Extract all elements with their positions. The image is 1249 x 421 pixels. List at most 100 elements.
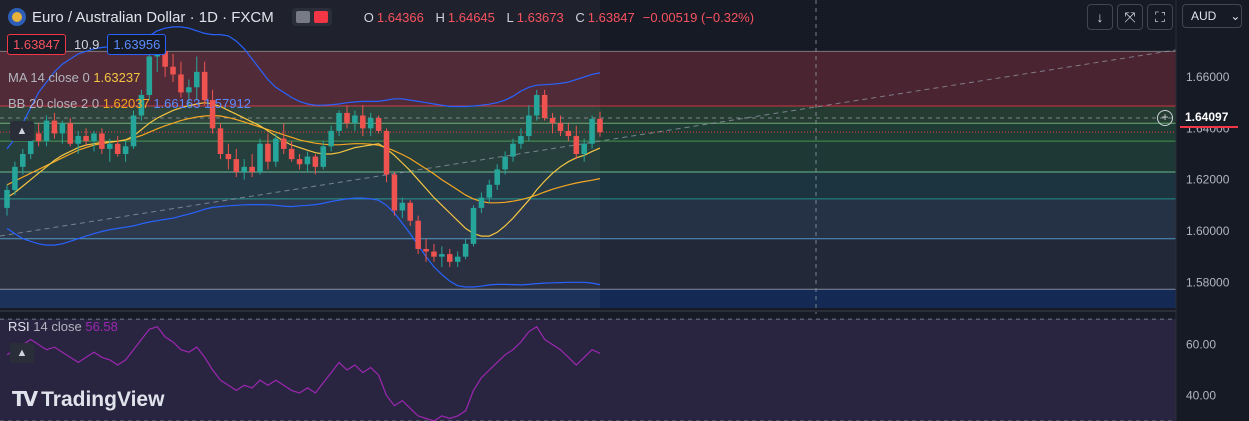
candle-body [431,251,437,257]
fib-zone [0,141,1176,172]
candle-body [415,220,421,249]
candle-body [304,156,311,165]
candle-body [597,118,603,133]
candle-body [541,94,548,119]
candle-body [288,148,295,160]
candle-body [273,138,279,162]
rsi-tick-label: 40.00 [1186,389,1216,403]
rsi-value: 56.58 [85,319,118,334]
ma-params: 14 close 0 [30,70,90,85]
candle-body [138,94,145,116]
price-tick-label: 1.58000 [1186,275,1230,289]
price-tick-label: 1.62000 [1186,173,1230,187]
symbol-title[interactable]: Euro / Australian Dollar · 1D · FXCM [32,8,274,26]
candle-body [51,120,58,134]
rsi-tick-label: 60.00 [1186,338,1216,352]
symbol-logo-icon [8,8,26,26]
screenshot-button[interactable]: ⛶ [1147,4,1173,30]
fullscreen-button[interactable]: ⤧ [1117,4,1143,30]
candle-body [201,71,208,101]
low-label: L [506,9,514,25]
tradingview-wordmark: TradingView [41,387,165,411]
candle-body [162,51,168,67]
rsi-legend[interactable]: RSI 14 close 56.58 [8,319,118,334]
candle-body [12,166,18,190]
candle-body [146,56,153,95]
candle-body [399,202,406,211]
bb-upper-value: 1.66163 [153,96,201,111]
candle-body [241,166,247,172]
ma-legend[interactable]: MA 14 close 0 1.63237 [8,70,140,85]
candle-body [280,138,287,149]
low-value: 1.63673 [516,9,564,25]
candle-body [375,118,382,131]
candle-body [320,146,327,167]
price-axis[interactable]: 1.660001.640001.620001.600001.5800060.00… [1175,0,1249,421]
price-axis-background [1176,0,1249,421]
tradingview-mark-icon: 𝗧𝗩 [12,389,38,411]
candle-body [83,136,89,142]
rsi-band [0,319,1176,421]
wave-icon [313,11,328,23]
rsi-pane [0,310,1249,421]
candle-body [20,154,26,167]
candle-body [122,146,129,154]
candle-body [549,118,556,124]
candle-body [526,115,532,137]
ma-value: 1.63237 [93,70,141,85]
price-tick-label: 1.60000 [1186,224,1230,238]
candle-body [518,136,524,144]
bb-legend[interactable]: BB 20 close 2 0 1.62037 1.66163 1.57912 [8,96,251,111]
scroll-down-button[interactable]: ↓ [1087,4,1113,30]
candle-body [391,174,398,211]
high-value: 1.64645 [447,9,495,25]
buy-button[interactable]: 1.63956 [107,34,167,55]
candle-body [352,115,358,124]
rsi-name: RSI [8,319,30,334]
candle-body [91,133,97,142]
candle-body [462,243,469,257]
close-value: 1.63847 [587,9,635,25]
currency-select[interactable]: AUD ⌄ [1182,4,1242,28]
candle-body [193,71,200,88]
candle-body [209,100,216,129]
candle-body [360,115,366,129]
candle-body [75,136,81,144]
candle-body [336,112,342,131]
candle-body [27,133,34,154]
candle-body [344,112,350,124]
candle-body [494,169,500,185]
candle-body [312,156,319,167]
candle-body [383,130,390,175]
collapse-rsi-button[interactable]: ▲ [10,343,34,363]
candles [4,35,603,267]
collapse-legend-button[interactable]: ▲ [10,121,34,141]
arrow-down-icon: ↓ [1096,9,1104,25]
add-alert-icon[interactable]: + [1157,110,1173,126]
candle-body [533,94,540,116]
status-pill[interactable] [291,8,332,26]
frame-icon: ⛶ [1155,8,1165,25]
tradingview-logo[interactable]: 𝗧𝗩 TradingView [12,387,164,412]
candle-body [478,197,485,208]
candle-body [328,130,334,147]
bb-name: BB [8,96,26,111]
candle-body [217,128,224,154]
candle-body [186,87,192,93]
sell-button[interactable]: 1.63847 [7,34,66,55]
candle-body [573,136,580,154]
spread-value: 10.9 [74,37,100,52]
price-tick-label: 1.66000 [1186,70,1230,84]
trend-line [0,49,1177,237]
candle-body [470,207,477,244]
currency-label: AUD [1191,9,1217,23]
indicator-lines [6,26,601,288]
candle-body [447,254,453,262]
current-price-label: 1.64097 [1180,108,1238,128]
candle-body [502,156,508,170]
grid-lines [0,0,1177,421]
candle-body [589,118,595,144]
candle-body [423,248,429,252]
bb-lower-line [6,197,601,288]
